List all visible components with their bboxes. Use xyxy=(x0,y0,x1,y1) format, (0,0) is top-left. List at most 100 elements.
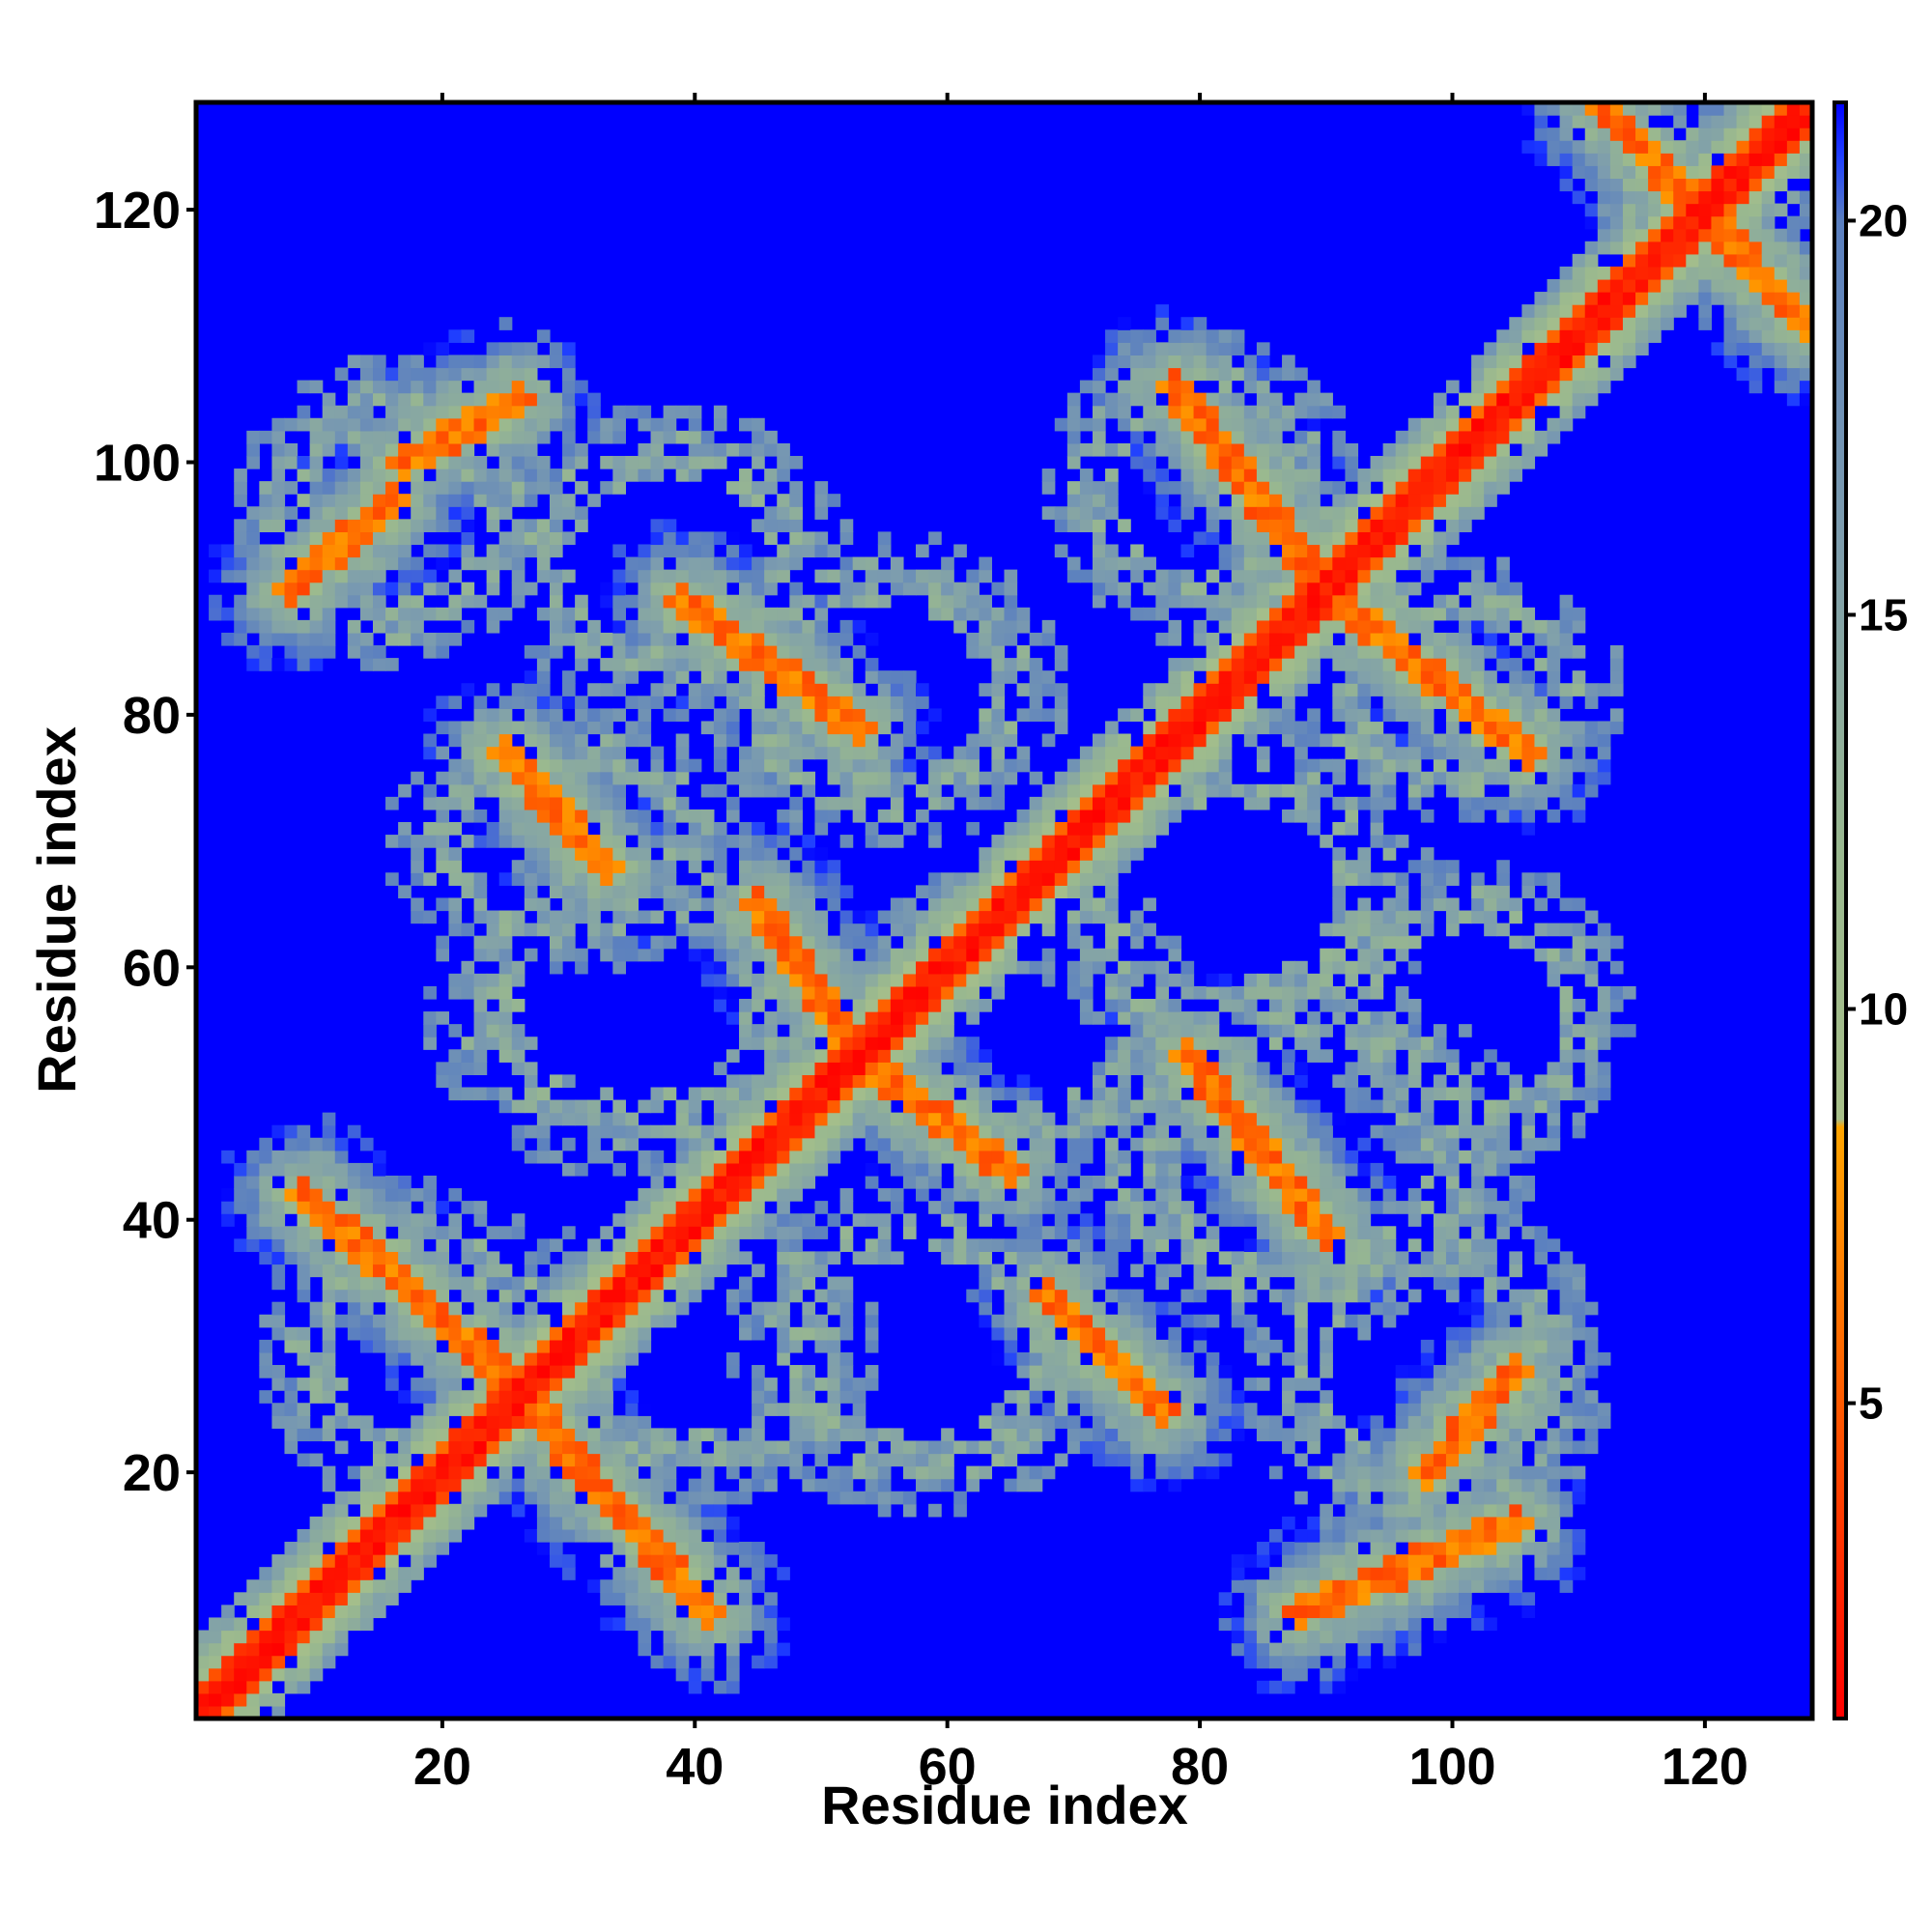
heatmap-cell xyxy=(852,985,867,1000)
heatmap-cell xyxy=(372,1162,386,1177)
heatmap-cell xyxy=(941,1188,954,1202)
heatmap-cell xyxy=(536,607,551,621)
heatmap-cell xyxy=(1092,1062,1106,1076)
heatmap-cell xyxy=(1307,1605,1321,1619)
heatmap-cell xyxy=(852,746,867,760)
heatmap-cell xyxy=(473,417,488,432)
heatmap-cell xyxy=(1143,455,1156,469)
heatmap-cell xyxy=(991,783,1006,798)
heatmap-cell xyxy=(473,1213,488,1227)
heatmap-cell xyxy=(1004,1440,1018,1455)
heatmap-cell xyxy=(587,1440,601,1455)
heatmap-cell xyxy=(1143,607,1156,621)
heatmap-cell xyxy=(562,1162,576,1177)
heatmap-cell xyxy=(297,531,311,546)
heatmap-cell xyxy=(650,1213,665,1227)
heatmap-cell xyxy=(814,1440,829,1455)
heatmap-cell xyxy=(1130,1390,1144,1404)
heatmap-cell xyxy=(1243,1326,1258,1341)
heatmap-cell xyxy=(436,417,450,432)
heatmap-cell xyxy=(1143,1238,1156,1252)
heatmap-cell xyxy=(663,1642,677,1657)
heatmap-cell xyxy=(1155,721,1170,735)
heatmap-cell xyxy=(498,367,513,382)
heatmap-cell xyxy=(562,758,576,773)
heatmap-cell xyxy=(587,1351,601,1366)
heatmap-cell xyxy=(1066,835,1081,848)
heatmap-cell xyxy=(309,1238,324,1252)
heatmap-cell xyxy=(966,1099,980,1114)
heatmap-cell xyxy=(752,430,765,444)
heatmap-cell xyxy=(1282,1630,1295,1644)
heatmap-cell xyxy=(752,1213,765,1227)
heatmap-cell xyxy=(385,1213,399,1227)
heatmap-cell xyxy=(448,1390,463,1404)
heatmap-cell xyxy=(764,1062,778,1076)
heatmap-cell xyxy=(752,696,765,709)
heatmap-cell xyxy=(1004,885,1018,899)
heatmap-cell xyxy=(953,885,967,899)
heatmap-cell xyxy=(991,948,1006,962)
heatmap-cell xyxy=(372,430,386,444)
heatmap-cell xyxy=(1282,1301,1295,1316)
heatmap-cell xyxy=(436,1326,450,1341)
heatmap-cell xyxy=(625,1351,639,1366)
heatmap-cell xyxy=(1168,758,1182,773)
heatmap-cell xyxy=(650,1440,665,1455)
heatmap-cell xyxy=(713,897,727,912)
heatmap-cell xyxy=(461,1503,475,1518)
heatmap-cell xyxy=(587,1339,601,1353)
heatmap-cell xyxy=(739,935,753,950)
heatmap-cell xyxy=(347,1592,361,1605)
heatmap-cell xyxy=(650,1289,665,1303)
heatmap-cell xyxy=(675,1453,690,1467)
heatmap-cell xyxy=(953,1049,967,1063)
heatmap-cell xyxy=(1168,632,1182,646)
heatmap-cell xyxy=(1282,556,1295,571)
heatmap-cell xyxy=(359,1579,374,1593)
heatmap-cell xyxy=(524,430,538,444)
heatmap-cell xyxy=(461,872,475,886)
heatmap-cell xyxy=(827,1301,841,1316)
heatmap-cell xyxy=(663,594,677,609)
heatmap-cell xyxy=(700,1175,715,1189)
heatmap-cell xyxy=(562,619,576,634)
heatmap-cell xyxy=(1231,1011,1245,1025)
heatmap-cell xyxy=(916,1049,929,1063)
heatmap-cell xyxy=(725,1162,740,1177)
heatmap-cell xyxy=(663,670,677,684)
heatmap-cell xyxy=(663,771,677,785)
heatmap-cell xyxy=(1066,1339,1081,1353)
heatmap-cell xyxy=(1193,1251,1208,1265)
heatmap-cell xyxy=(1066,455,1081,469)
heatmap-cell xyxy=(1282,1567,1295,1580)
heatmap-cell xyxy=(789,1062,803,1076)
heatmap-cell xyxy=(1168,935,1182,950)
heatmap-cell xyxy=(764,985,778,1000)
heatmap-cell xyxy=(1282,1667,1295,1682)
heatmap-cell xyxy=(1268,1680,1283,1694)
heatmap-cell xyxy=(764,923,778,937)
heatmap-cell xyxy=(650,1516,665,1530)
heatmap-cell xyxy=(991,860,1006,873)
heatmap-cell xyxy=(713,1150,727,1164)
heatmap-cell xyxy=(1243,1137,1258,1151)
heatmap-cell xyxy=(600,721,613,735)
heatmap-cell xyxy=(1168,506,1182,520)
heatmap-cell xyxy=(271,1554,286,1568)
heatmap-cell xyxy=(1243,1378,1258,1391)
heatmap-cell xyxy=(536,417,551,432)
heatmap-cell xyxy=(1016,1390,1031,1404)
heatmap-cell xyxy=(1004,1415,1018,1429)
heatmap-cell xyxy=(638,835,652,848)
heatmap-cell xyxy=(234,1655,247,1669)
heatmap-cell xyxy=(1130,1024,1144,1037)
heatmap-cell xyxy=(979,998,993,1012)
heatmap-cell xyxy=(1294,758,1308,773)
heatmap-cell xyxy=(562,935,576,950)
heatmap-cell xyxy=(1155,380,1170,394)
heatmap-cell xyxy=(1180,417,1195,432)
heatmap-cell xyxy=(1206,708,1220,723)
heatmap-cell xyxy=(423,1390,437,1404)
heatmap-cell xyxy=(1268,392,1283,407)
